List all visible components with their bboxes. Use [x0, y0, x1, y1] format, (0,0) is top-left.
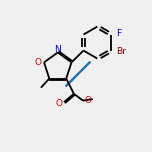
Text: N: N [54, 45, 61, 54]
Text: F: F [116, 29, 121, 38]
Text: O: O [55, 99, 62, 108]
Text: O: O [84, 96, 91, 105]
Text: O: O [34, 58, 41, 67]
Text: Br: Br [116, 47, 126, 56]
